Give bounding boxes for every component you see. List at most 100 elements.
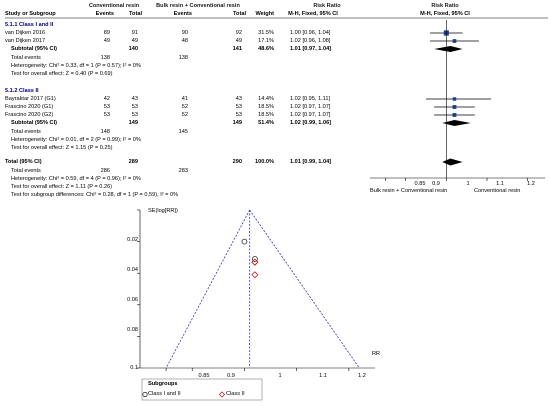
- heterogeneity-text: Heterogeneity: Chi² = 0.59, df = 4 (P = …: [11, 176, 141, 182]
- overall-effect-text: Test for overall effect: Z = 1.11 (P = 0…: [11, 184, 113, 190]
- study-ci: 1.02 [0.96, 1.08]: [290, 38, 331, 44]
- funnel-y-tick-label: 0.08: [127, 327, 138, 333]
- funnel-point-class-i-ii: [251, 256, 258, 262]
- favours-right-label: Conventional resin: [474, 188, 521, 194]
- legend-title: Subgroups: [148, 381, 178, 387]
- total-label: Total (95% CI): [5, 159, 42, 165]
- total-events2: 138: [178, 55, 188, 61]
- subtotal-total2: 149: [232, 120, 242, 126]
- total-diamond: [442, 158, 463, 166]
- total-total1: 289: [128, 159, 138, 165]
- section-title: 5.1.2 Class II: [5, 88, 39, 94]
- study-ci: 1.02 [0.95, 1.11]: [290, 96, 331, 102]
- total-events2: 145: [178, 129, 188, 135]
- legend-marker-circle: [142, 391, 148, 398]
- forest-tick-label: 0.85: [414, 181, 426, 187]
- subtotal-diamond: [442, 120, 471, 126]
- funnel-x-tick-label: 0.85: [198, 373, 210, 379]
- total-events1: 148: [100, 129, 110, 135]
- study-box: [452, 97, 457, 101]
- plot-method-header: M-H, Fixed, 95% CI: [420, 11, 470, 17]
- rr-method-header: M-H, Fixed, 95% CI: [288, 11, 338, 17]
- study-box: [452, 105, 457, 109]
- total-total2: 290: [232, 159, 242, 165]
- funnel-y-tick-label: 0.1: [130, 365, 138, 371]
- funnel-x-tick-label: 1: [278, 373, 282, 379]
- study-weight: 17.1%: [258, 38, 274, 44]
- funnel-x-tick-label: 0.9: [227, 373, 235, 379]
- total-events-label: Total events: [11, 168, 41, 174]
- study-total1: 91: [131, 30, 138, 36]
- group2-header: Bulk resin + Conventional resin: [156, 3, 240, 9]
- forest-tick-label: 1.2: [527, 181, 535, 187]
- forest-tick-label: 1.1: [496, 181, 504, 187]
- study-name: Frascino 2020 (G2): [5, 112, 54, 118]
- subtotal-diamond: [434, 46, 463, 52]
- total-events2: 283: [178, 168, 188, 174]
- subgroup-differences-text: Test for subgroup differences: Chi² = 0.…: [11, 192, 179, 198]
- study-ci: 1.02 [0.97, 1.07]: [290, 104, 331, 110]
- study-ci: 1.02 [0.97, 1.07]: [290, 112, 331, 118]
- funnel-left-limit: [165, 209, 251, 369]
- total2-header: Total: [233, 11, 246, 17]
- forest-tick-label: 1: [466, 181, 470, 187]
- plot-group-header: Risk Ratio: [431, 3, 459, 9]
- total-weight: 100.0%: [255, 159, 274, 165]
- study-events2: 48: [181, 38, 188, 44]
- study-total1: 53: [131, 112, 138, 118]
- study-weight: 18.5%: [258, 112, 274, 118]
- funnel-y-label: SE(log[RR]): [148, 208, 178, 214]
- subtotal-ci: 1.02 [0.99, 1.06]: [290, 120, 332, 126]
- study-total1: 43: [131, 96, 138, 102]
- total-events-label: Total events: [11, 55, 41, 61]
- study-events1: 89: [103, 30, 110, 36]
- study-name: Frascino 2020 (G1): [5, 104, 54, 110]
- study-total2: 53: [235, 112, 242, 118]
- overall-effect-text: Test for overall effect: Z = 1.15 (P = 0…: [11, 145, 113, 151]
- study-events2: 52: [181, 112, 188, 118]
- total-events-label: Total events: [11, 129, 41, 135]
- study-weight: 31.5%: [258, 30, 274, 36]
- subtotal-total2: 141: [232, 46, 242, 52]
- events2-header: Events: [173, 11, 192, 17]
- group1-header: Conventional resin: [88, 3, 140, 9]
- study-events1: 53: [103, 104, 110, 110]
- study-events2: 52: [181, 104, 188, 110]
- study-total2: 43: [235, 96, 242, 102]
- study-name: van Dijken 2016: [5, 30, 46, 36]
- subtotal-total1: 149: [128, 120, 138, 126]
- study-box: [452, 113, 457, 117]
- study-total1: 49: [131, 38, 138, 44]
- study-events1: 49: [103, 38, 110, 44]
- total-events1: 138: [100, 55, 110, 61]
- study-total1: 53: [131, 104, 138, 110]
- heterogeneity-text: Heterogeneity: Chi² = 0.01, df = 2 (P = …: [11, 137, 141, 143]
- study-events2: 90: [181, 30, 188, 36]
- study-events2: 41: [181, 96, 188, 102]
- funnel-x-tick-label: 1.1: [319, 373, 327, 379]
- study-header: Study or Subgroup: [5, 11, 56, 17]
- events1-header: Events: [95, 11, 114, 17]
- study-total2: 49: [235, 38, 242, 44]
- total1-header: Total: [129, 11, 142, 17]
- study-events1: 53: [103, 112, 110, 118]
- study-total2: 92: [235, 30, 242, 36]
- subtotal-weight: 51.4%: [258, 120, 274, 126]
- study-box: [452, 39, 457, 43]
- total-ci: 1.01 [0.99, 1.04]: [290, 159, 332, 165]
- funnel-point-class-ii: [251, 271, 259, 279]
- funnel-point-class-i-ii: [241, 238, 248, 245]
- study-events1: 42: [103, 96, 110, 102]
- overall-effect-text: Test for overall effect: Z = 0.40 (P = 0…: [11, 71, 113, 77]
- funnel-point-class-ii: [251, 258, 259, 266]
- funnel-y-tick-label: 0.04: [127, 267, 138, 273]
- legend-item-label: Class II: [226, 391, 245, 397]
- legend-marker-diamond: [218, 391, 226, 398]
- study-name: Bayraktar 2017 (G1): [5, 96, 56, 102]
- subtotal-weight: 48.6%: [258, 46, 274, 52]
- legend-box: [141, 378, 263, 401]
- forest-tick-label: 0.9: [432, 181, 440, 187]
- subtotal-label: Subtotal (95% CI): [11, 46, 57, 52]
- funnel-x-tick-label: 1.2: [358, 373, 366, 379]
